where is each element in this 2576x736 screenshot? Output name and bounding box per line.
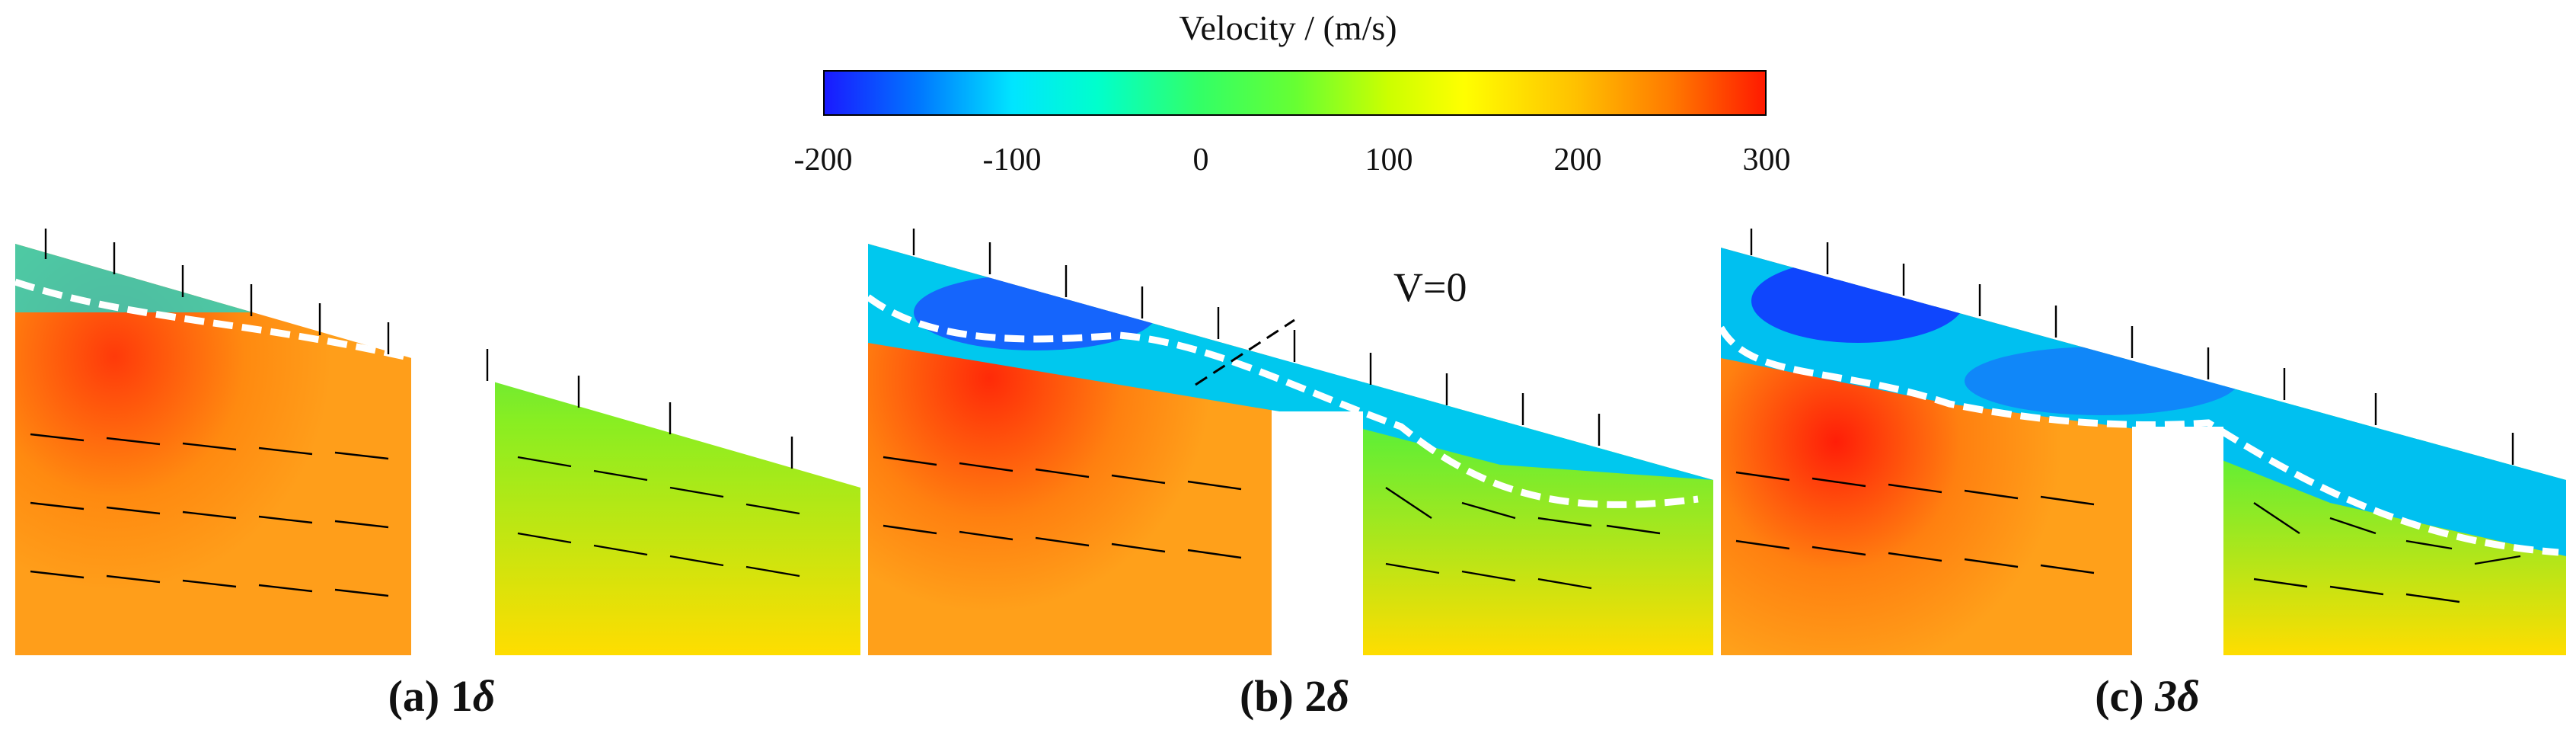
panel-caption-symbol: 3δ xyxy=(2155,671,2200,721)
panel-a-caption: (a) 1δ xyxy=(388,670,496,722)
zero-velocity-annotation: V=0 xyxy=(1393,264,1467,310)
velocity-colorbar xyxy=(823,70,1767,116)
panel-caption-symbol: δ xyxy=(1326,671,1350,721)
velocity-contour-panel-b xyxy=(868,229,1713,655)
colorbar-tick: 100 xyxy=(1365,142,1413,178)
legend-title: Velocity / (m/s) xyxy=(1179,8,1397,47)
colorbar-tick: 300 xyxy=(1742,142,1791,178)
panel-c-caption: (c) 3δ xyxy=(2095,670,2200,722)
panel-b-caption: (b) 2δ xyxy=(1240,670,1349,722)
colorbar-tick: -100 xyxy=(982,142,1042,178)
colorbar-tick: -200 xyxy=(793,142,853,178)
panel-caption-prefix: (a) 1 xyxy=(388,671,473,721)
colorbar-tick: 200 xyxy=(1553,142,1602,178)
panel-caption-prefix: (b) 2 xyxy=(1239,671,1327,721)
panel-caption-symbol: δ xyxy=(472,671,496,721)
panel-caption-prefix: (c) xyxy=(2095,671,2156,721)
velocity-contour-panel-a xyxy=(15,229,860,655)
colorbar-tick: 0 xyxy=(1192,142,1209,178)
velocity-contour-panel-c xyxy=(1721,229,2566,655)
